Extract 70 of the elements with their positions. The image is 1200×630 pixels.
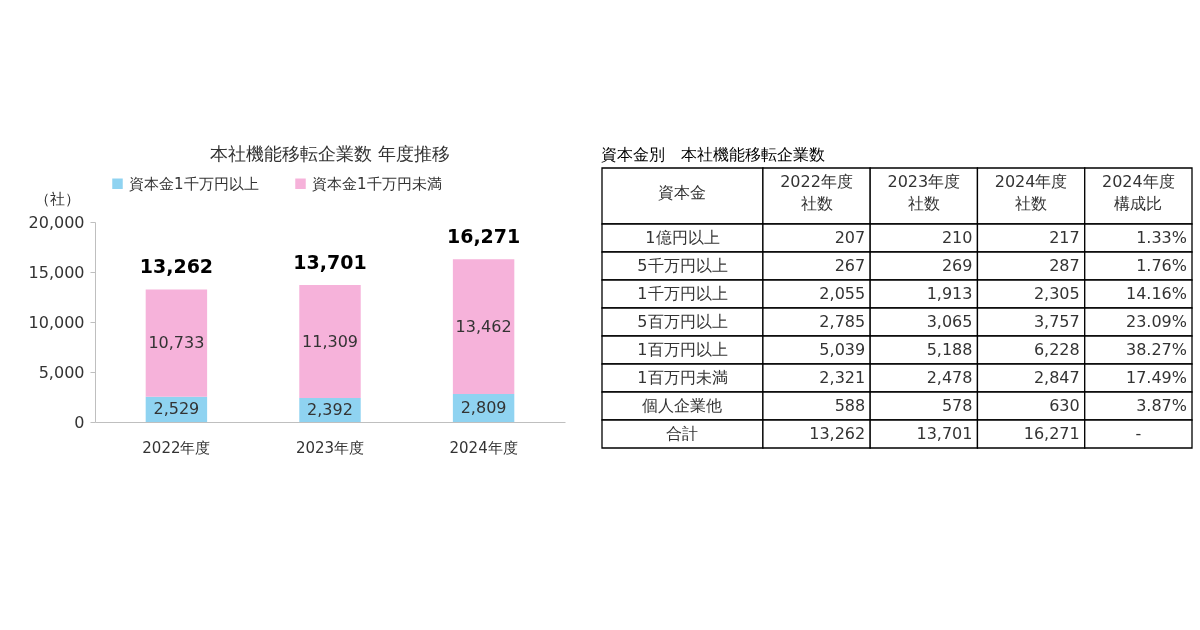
y-tick-label: 1百万円以上: [637, 340, 728, 359]
data-label: 588: [834, 396, 866, 415]
data-label: 6,228: [1033, 340, 1080, 359]
bar: [299, 284, 361, 399]
data-label: 210: [941, 228, 973, 247]
total-label: 13,262: [139, 255, 214, 278]
text: -: [1135, 424, 1142, 443]
data-label: 10,733: [148, 333, 205, 353]
y-tick-label: 1千万円以上: [637, 284, 728, 303]
data-label: 267: [834, 256, 866, 275]
data-label: 2,478: [926, 368, 973, 387]
data-label: 5,039: [819, 340, 866, 359]
data-label: 38.27%: [1125, 340, 1187, 359]
y-tick-label: 10,000: [28, 312, 85, 332]
y-tick-label: 5百万円以上: [637, 312, 728, 331]
data-label: 1,913: [926, 284, 973, 303]
total-label: 16,271: [446, 225, 521, 248]
bar: [145, 289, 208, 397]
data-label: 17.49%: [1125, 368, 1187, 387]
y-axis-title: （社）: [35, 189, 80, 208]
data-label: 217: [1049, 228, 1080, 247]
data-label: 14.16%: [1125, 284, 1187, 303]
x-tick-label: 2024年度: [449, 438, 518, 457]
y-tick-label: 1億円以上: [645, 228, 720, 247]
y-tick-label: 1百万円未満: [637, 368, 728, 387]
data-label: 3,065: [926, 312, 973, 331]
data-label: 2,055: [819, 284, 866, 303]
data-label: 578: [941, 396, 973, 415]
x-tick-label: 2023年度: [295, 438, 365, 457]
y-tick-label: 20,000: [28, 212, 85, 232]
data-label: 13,262: [809, 424, 866, 443]
data-label: 3.87%: [1136, 396, 1187, 415]
y-tick-label: 0: [74, 412, 85, 432]
data-label: 287: [1049, 256, 1080, 275]
data-label: 5,188: [926, 340, 973, 359]
data-label: 3,757: [1033, 312, 1080, 331]
chart-title: 本社機能移転企業数 年度推移: [210, 143, 450, 164]
data-label: 630: [1049, 396, 1080, 415]
y-tick-label: 5,000: [38, 362, 85, 382]
y-tick-label: 合計: [666, 424, 699, 443]
data-label: 2,321: [819, 368, 866, 387]
data-label: 11,309: [302, 331, 358, 351]
x-tick-label: 2024年度構成比: [1102, 172, 1175, 213]
data-label: 1.76%: [1136, 256, 1187, 275]
data-label: 13,462: [455, 316, 512, 336]
x-tick-label: 2022年度: [142, 438, 211, 457]
data-label: 23.09%: [1125, 312, 1187, 331]
y-tick-label: 15,000: [28, 262, 85, 282]
data-label: 2,785: [819, 312, 866, 331]
data-label: 2,847: [1033, 368, 1080, 387]
legend-label: 資本金1千万円以上: [129, 174, 259, 193]
legend-label: 資本金1千万円未満: [312, 174, 442, 193]
x-tick-label: 2022年度社数: [780, 172, 853, 213]
total-label: 13,701: [293, 250, 367, 273]
chart-title: 資本金別 本社機能移転企業数: [601, 145, 826, 165]
y-axis-title: 資本金: [658, 183, 707, 202]
bar: [452, 259, 515, 394]
data-label: 207: [834, 228, 866, 247]
data-label: 269: [941, 256, 973, 275]
x-tick-label: 2023年度社数: [887, 172, 961, 213]
x-tick-label: 2024年度社数: [994, 172, 1068, 213]
y-tick-label: 個人企業他: [642, 396, 723, 415]
data-label: 2,809: [460, 397, 507, 417]
data-label: 13,701: [916, 424, 973, 443]
data-label: 2,305: [1033, 284, 1080, 303]
data-label: 2,529: [153, 399, 200, 419]
y-tick-label: 5千万円以上: [637, 256, 728, 275]
data-label: 2,392: [307, 400, 353, 420]
data-label: 16,271: [1023, 424, 1080, 443]
data-label: 1.33%: [1136, 228, 1187, 247]
